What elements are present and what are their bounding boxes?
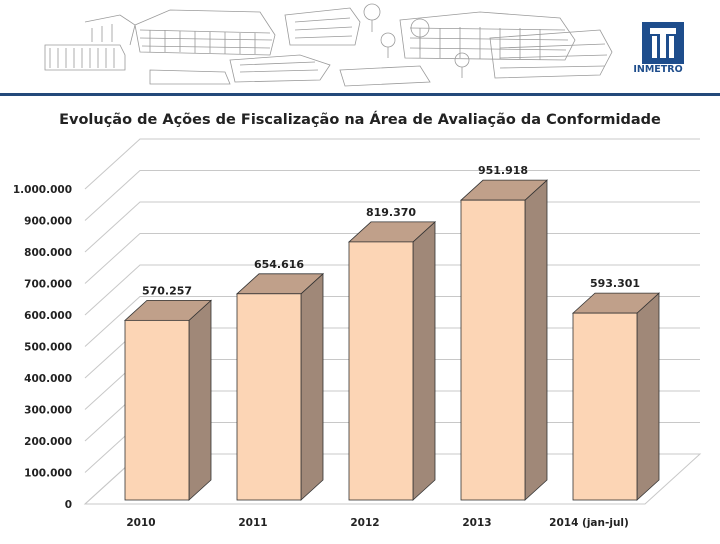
x-tick-label: 2011 (238, 517, 267, 529)
gridline (84, 170, 700, 221)
building-sketch-illustration: INMETRO (44, 3, 684, 87)
logo-text: INMETRO (633, 64, 682, 75)
bar-front (572, 312, 638, 501)
bar-2013 (459, 179, 549, 501)
y-tick-label: 0 (65, 499, 72, 511)
bar-chart-container: Evolução de Ações de Fiscalização na Áre… (0, 96, 720, 540)
bar-side (412, 220, 436, 501)
data-label: 593.301 (590, 277, 640, 290)
bar-side (188, 299, 212, 501)
bar-front (124, 319, 190, 501)
y-tick-label: 700.000 (24, 279, 72, 291)
bar-chart: Evolução de Ações de Fiscalização na Áre… (13, 111, 702, 529)
data-label: 570.257 (142, 284, 192, 297)
y-tick-label: 400.000 (24, 373, 72, 385)
bar-front (348, 241, 414, 501)
y-tick-label: 300.000 (24, 405, 72, 417)
y-tick-label: 500.000 (24, 342, 72, 354)
bar-2014-jan-jul- (571, 292, 661, 501)
x-tick-label: 2013 (462, 517, 491, 529)
y-tick-label: 900.000 (24, 216, 72, 228)
bar-side (636, 292, 660, 501)
data-label: 654.616 (254, 258, 304, 271)
chart-title: Evolução de Ações de Fiscalização na Áre… (59, 111, 661, 128)
bar-front (460, 199, 526, 501)
bar-side (524, 179, 548, 501)
x-tick-label: 2012 (350, 517, 379, 529)
bar-2010 (123, 299, 213, 501)
header-divider (0, 93, 720, 96)
y-tick-label: 800.000 (24, 247, 72, 259)
gridline (84, 138, 700, 190)
bar-side (300, 272, 324, 501)
x-tick-label: 2010 (126, 517, 155, 529)
y-tick-label: 200.000 (24, 436, 72, 448)
data-label: 951.918 (478, 164, 528, 177)
bar-2012 (347, 220, 437, 501)
x-tick-label: 2014 (jan-jul) (549, 517, 629, 529)
data-label: 819.370 (366, 206, 416, 219)
bar-front (236, 293, 302, 501)
y-tick-label: 100.000 (24, 468, 72, 480)
y-tick-label: 600.000 (24, 310, 72, 322)
inmetro-logo: INMETRO (633, 22, 684, 75)
slide-header: INMETRO (0, 0, 720, 95)
y-tick-label: 1.000.000 (13, 184, 72, 196)
bar-2011 (235, 272, 325, 501)
